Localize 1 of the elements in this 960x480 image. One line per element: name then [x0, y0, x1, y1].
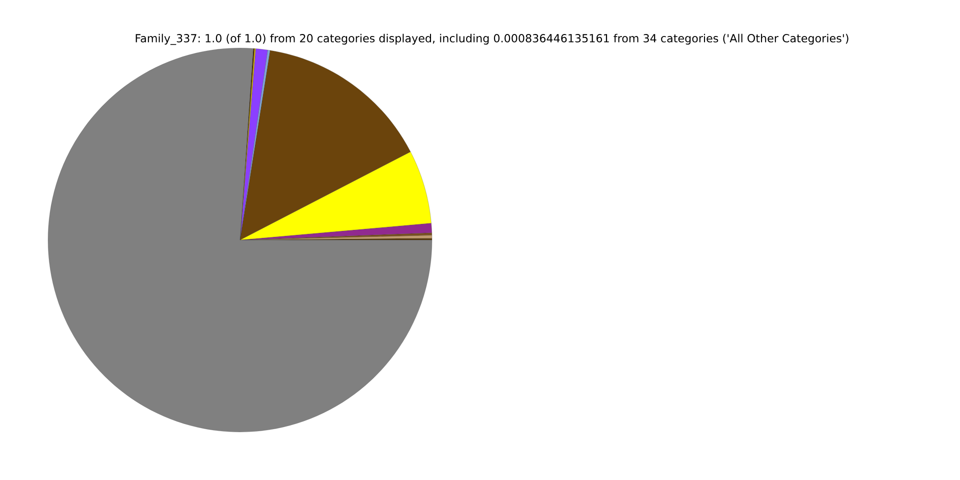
text: Family_337: 1.0 (of 1.0) from 20 categories displayed, including 0.000836446135161 from 34 categories ('All Other Categories') [136, 34, 848, 45]
